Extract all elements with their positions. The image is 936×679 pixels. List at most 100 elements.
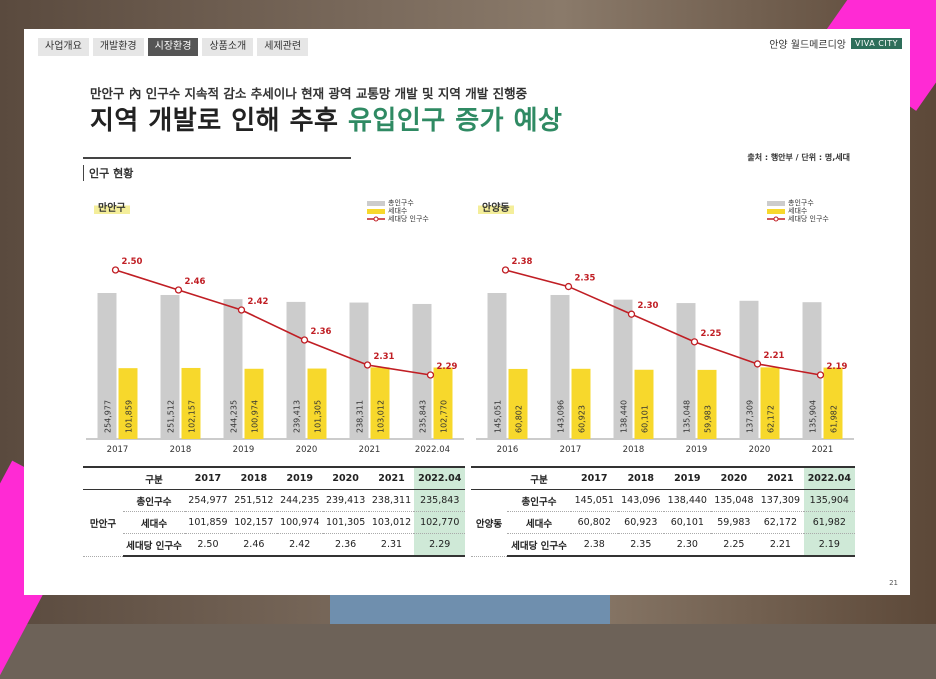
table-cell: 60,101 [664, 511, 711, 534]
bar-households [508, 368, 528, 439]
table-cell: 102,770 [414, 511, 465, 534]
table-row: 세대수 101,859 102,157 100,974 101,305 103,… [83, 511, 465, 534]
x-tick-label: 2018 [170, 445, 192, 455]
table-cell: 60,802 [571, 511, 618, 534]
chart-manan: 254,977 101,859 2017 251,512 102,157 2018 244,… [86, 257, 464, 455]
bar-total [676, 303, 696, 439]
bar-households [697, 369, 717, 439]
x-tick-label: 2017 [107, 445, 129, 455]
source-note: 출처 : 행안부 / 단위 : 명,세대 [747, 153, 850, 162]
table-cell: 2.25 [710, 533, 758, 557]
table-header-cell: 2018 [230, 466, 277, 490]
bar-households [433, 367, 453, 439]
tab-product[interactable]: 상품소개 [202, 38, 254, 56]
x-tick-label: 2021 [359, 445, 381, 455]
chart-anyang: 145,051 60,802 2016 143,096 60,923 2017 138,44… [476, 257, 854, 455]
table-header-cell: 2021 [757, 466, 804, 490]
table-cell: 59,983 [710, 511, 758, 534]
table-cell: 251,512 [230, 489, 277, 512]
bar-households-label: 101,305 [314, 400, 323, 433]
table-cell: 102,157 [230, 511, 277, 534]
legend-label-ratio: 세대당 인구수 [388, 215, 429, 223]
ratio-point [627, 310, 636, 318]
ratio-label: 2.31 [374, 352, 395, 362]
title-rule [83, 157, 351, 159]
bar-households-label: 100,974 [251, 400, 260, 433]
table-region: 만안구 [83, 489, 123, 557]
ratio-label: 2.29 [437, 362, 458, 372]
legend-label-total: 총인구수 [388, 199, 414, 207]
ratio-point [426, 371, 435, 379]
bar-total [286, 301, 306, 439]
table-cell: 62,172 [757, 511, 804, 534]
table-cell: 2.30 [664, 533, 711, 557]
bar-total-label: 138,440 [620, 400, 629, 433]
table-cell: 135,048 [710, 489, 758, 512]
bar-total-label: 239,413 [293, 400, 302, 433]
bar-total-label: 235,843 [419, 400, 428, 433]
brand: 안양 월드메르디앙 VIVA CITY [769, 36, 902, 51]
bar-households-label: 103,012 [377, 400, 386, 433]
table-cell: 60,923 [617, 511, 665, 534]
table-header-cell: 2020 [322, 466, 369, 490]
x-tick-label: 2022.04 [415, 445, 450, 455]
ratio-point [816, 371, 825, 379]
legend2-label-households: 세대수 [788, 207, 808, 215]
ratio-label: 2.42 [248, 297, 269, 307]
table-row-label: 세대당 인구수 [123, 533, 185, 557]
x-tick-label: 2019 [233, 445, 255, 455]
bar-households [181, 367, 201, 439]
legend-swatch-total [367, 200, 385, 206]
bar-households-label: 102,770 [440, 400, 449, 433]
ratio-label: 2.30 [638, 301, 659, 311]
table-cell: 2.31 [368, 533, 415, 557]
bar-households [634, 369, 654, 439]
legend2-label-total: 총인구수 [788, 199, 814, 207]
table-header-cell: 2019 [276, 466, 323, 490]
ratio-label: 2.35 [575, 274, 596, 284]
legend-item-households: 세대수 [367, 207, 429, 215]
bar-total [223, 299, 243, 439]
bar-total [802, 302, 822, 439]
table-cell: 2.46 [230, 533, 277, 557]
bar-households [370, 367, 390, 439]
bar-households-label: 59,983 [704, 405, 713, 433]
tab-market[interactable]: 시장환경 [147, 38, 199, 56]
table-header-cell: 2017 [185, 466, 231, 490]
legend-label-households: 세대수 [388, 207, 408, 215]
table-header-cell: 구분 [507, 466, 571, 490]
table-cell: 239,413 [322, 489, 369, 512]
ratio-point [690, 338, 699, 346]
chart1-label: 만안구 [94, 199, 130, 214]
bar-households [307, 368, 327, 439]
chart1-legend: 총인구수 세대수 세대당 인구수 [367, 199, 429, 223]
table-header-row: 구분 2017 2018 2019 2020 2021 2022.04 [471, 466, 855, 490]
table-row: 세대당 인구수 2.38 2.35 2.30 2.25 2.21 2.19 [471, 533, 855, 557]
legend-item-ratio: 세대당 인구수 [367, 215, 429, 223]
bar-total-label: 251,512 [167, 400, 176, 433]
ratio-line [115, 269, 431, 376]
table-row: 만안구 총인구수 254,977 251,512 244,235 239,413… [83, 489, 465, 557]
chart2-label: 안양동 [478, 199, 514, 214]
bar-households-label: 61,982 [830, 405, 839, 433]
ratio-label: 2.50 [122, 257, 143, 267]
table-header-cell: 2020 [710, 466, 758, 490]
section-title: 인구 현황 [83, 165, 133, 181]
tab-bar: 사업개요 개발환경 시장환경 상품소개 세제관련 [38, 38, 309, 56]
legend2-label-ratio: 세대당 인구수 [788, 215, 829, 223]
table-header-cell: 2017 [571, 466, 618, 490]
bar-households-label: 62,172 [767, 405, 776, 433]
tab-overview[interactable]: 사업개요 [38, 38, 89, 56]
legend-swatch-households [367, 208, 385, 214]
table-header-cell: 2022.04 [414, 466, 465, 490]
legend2-item-ratio: 세대당 인구수 [767, 215, 829, 223]
ratio-label: 2.19 [827, 362, 848, 372]
tab-tax[interactable]: 세제관련 [257, 38, 309, 56]
bar-households-label: 60,923 [578, 405, 587, 433]
slide-card: 사업개요 개발환경 시장환경 상품소개 세제관련 안양 월드메르디앙 VIVA … [24, 29, 910, 595]
tab-development[interactable]: 개발환경 [92, 38, 144, 56]
bar-total-label: 238,311 [356, 400, 365, 433]
table-header-cell: 구분 [123, 466, 185, 490]
legend-item-total: 총인구수 [367, 199, 429, 207]
table-cell: 238,311 [368, 489, 415, 512]
